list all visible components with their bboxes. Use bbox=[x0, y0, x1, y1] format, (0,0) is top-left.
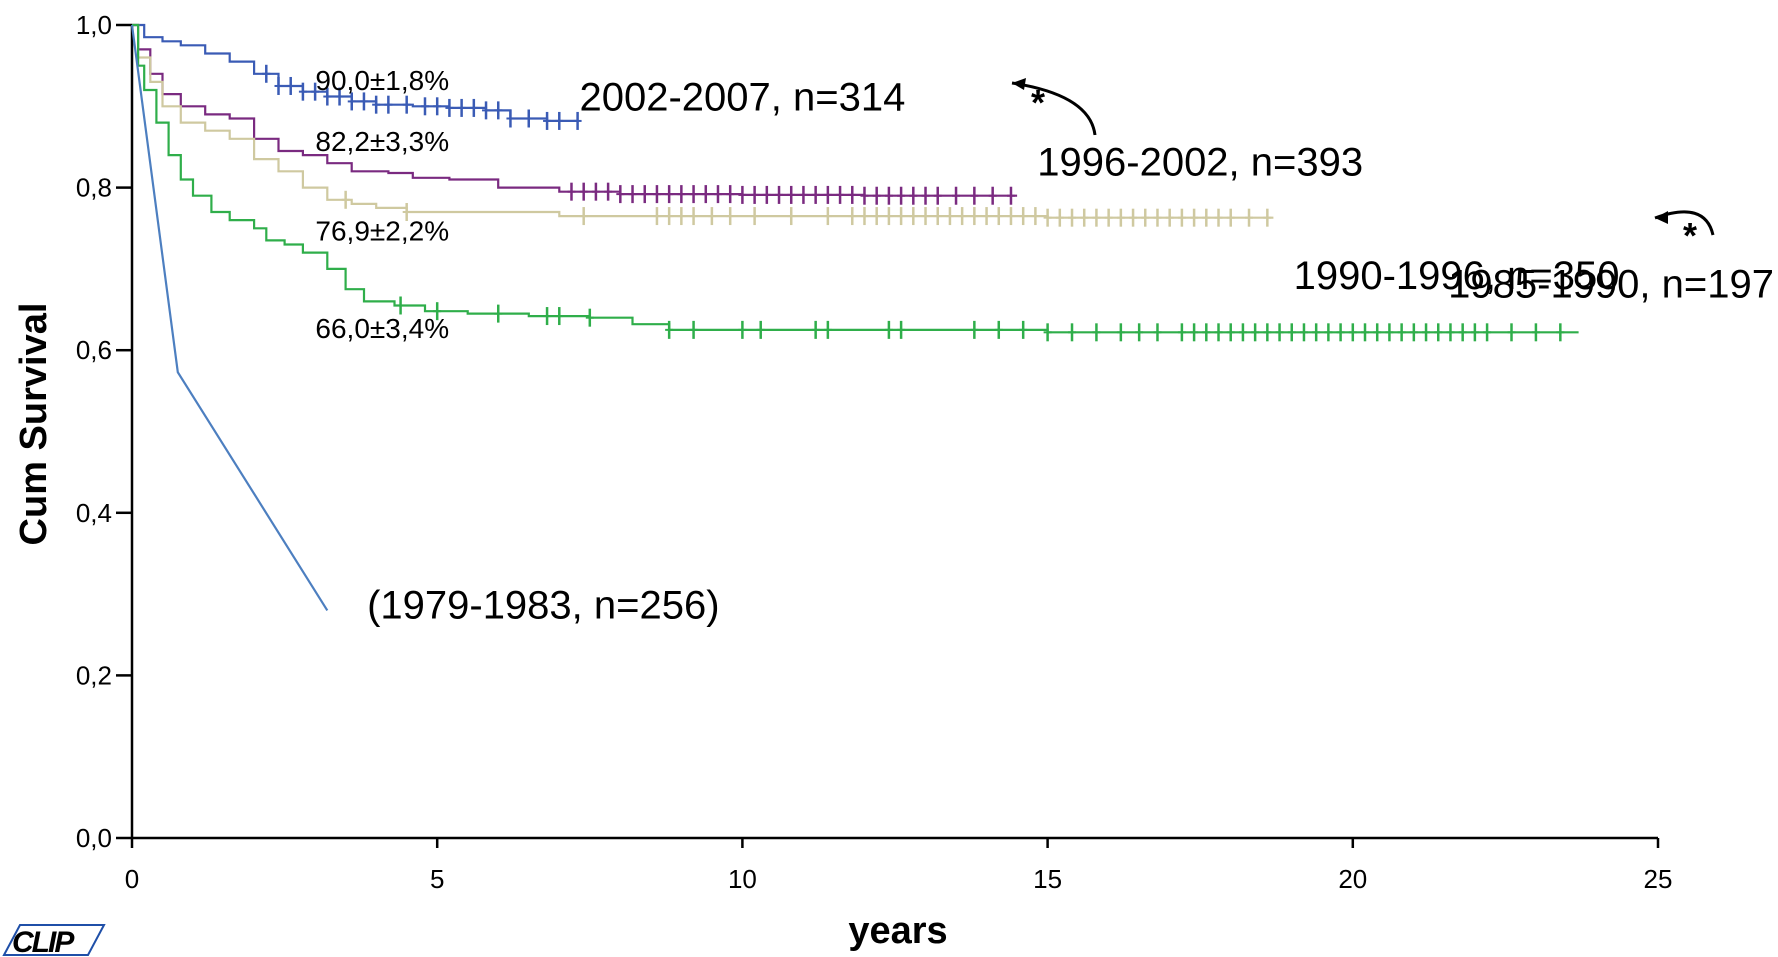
arrow-head bbox=[1012, 78, 1026, 90]
clip-logo: CLIP bbox=[2, 924, 106, 957]
x-tick-label: 20 bbox=[1338, 864, 1367, 894]
y-tick-label: 1,0 bbox=[76, 10, 112, 40]
svg-text:CLIP: CLIP bbox=[12, 926, 75, 957]
survival-percent-label: 66,0±3,4% bbox=[315, 313, 449, 344]
survival-percent-label: 82,2±3,3% bbox=[315, 126, 449, 157]
series-label: 1996-2002, n=393 bbox=[1037, 140, 1363, 184]
x-tick-label: 15 bbox=[1033, 864, 1062, 894]
survival-percent-label: 90,0±1,8% bbox=[315, 65, 449, 96]
y-tick-label: 0,6 bbox=[76, 335, 112, 365]
axes: 0 5 10 15 20 25 0,0 0,2 0,4 0,6 0,8 1,0 bbox=[76, 10, 1673, 894]
arrow-head bbox=[1655, 211, 1668, 224]
x-axis-title: years bbox=[848, 910, 947, 952]
series-label: 2002-2007, n=314 bbox=[579, 75, 905, 119]
y-tick-label: 0,4 bbox=[76, 498, 112, 528]
y-tick-label: 0,8 bbox=[76, 173, 112, 203]
x-tick-label: 10 bbox=[728, 864, 757, 894]
survival-percent-label: 76,9±2,2% bbox=[315, 215, 449, 246]
series-label: 1990-1996, n=350 bbox=[1294, 254, 1620, 298]
series-line bbox=[132, 23, 1018, 197]
annotation-layer: 90,0±1,8% 82,2±3,3% 76,9±2,2% 66,0±3,4% 2002… bbox=[315, 65, 1774, 627]
series-label: 1985-1990, n=197 bbox=[1448, 262, 1774, 306]
y-tick-label: 0,0 bbox=[76, 823, 112, 853]
series-line bbox=[132, 23, 1579, 334]
x-tick-label: 5 bbox=[430, 864, 444, 894]
significance-asterisk: * bbox=[1683, 215, 1697, 256]
censor-marks bbox=[567, 182, 1015, 205]
censor-marks bbox=[341, 190, 1272, 227]
x-tick-label: 0 bbox=[125, 864, 139, 894]
series-line bbox=[132, 23, 1274, 219]
series-label: (1979-1983, n=256) bbox=[367, 583, 720, 627]
y-axis-title: Cum Survival bbox=[13, 303, 55, 546]
series-line bbox=[130, 24, 329, 611]
x-tick-label: 25 bbox=[1644, 864, 1673, 894]
series-layer bbox=[130, 23, 1579, 611]
significance-asterisk: * bbox=[1031, 82, 1045, 123]
censor-marks bbox=[396, 296, 1565, 342]
censor-marks bbox=[262, 64, 582, 130]
arrow-2002-vs-1996 bbox=[1011, 81, 1097, 136]
y-tick-label: 0,2 bbox=[76, 660, 112, 690]
